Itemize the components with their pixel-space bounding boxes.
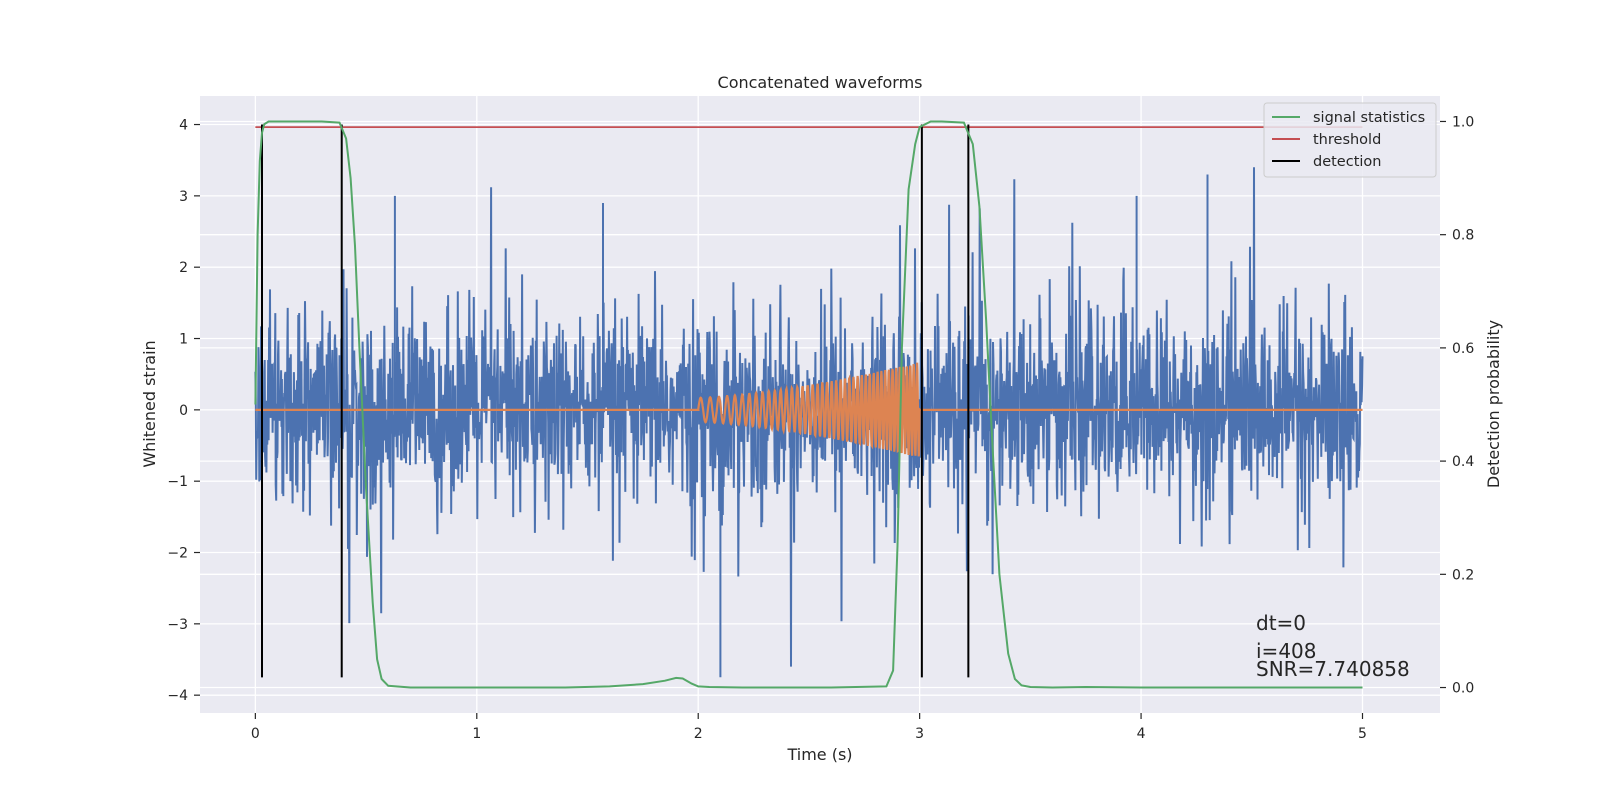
y-right-tick-label: 0.2 bbox=[1452, 567, 1474, 583]
y-right-tick-label: 0.6 bbox=[1452, 341, 1474, 357]
chart-title: Concatenated waveforms bbox=[718, 73, 923, 92]
y-axis-label: Whitened strain bbox=[140, 340, 159, 467]
template-series bbox=[255, 362, 1363, 457]
y-tick-label: 4 bbox=[179, 118, 188, 134]
x-tick-label: 5 bbox=[1358, 726, 1367, 742]
y-tick-label: −2 bbox=[167, 546, 188, 562]
x-tick-label: 4 bbox=[1137, 726, 1146, 742]
y-tick-label: 2 bbox=[179, 260, 188, 276]
x-tick-label: 0 bbox=[251, 726, 260, 742]
y-tick-label: −3 bbox=[167, 617, 188, 633]
annotation-snr: SNR=7.740858 bbox=[1256, 657, 1410, 681]
annotation-i: i=408 bbox=[1256, 639, 1317, 663]
y-axis-right: 0.0 0.2 0.4 0.6 0.8 1.0 bbox=[1440, 114, 1474, 697]
x-axis: 0 1 2 3 4 5 bbox=[251, 713, 1367, 742]
y-tick-label: 0 bbox=[179, 403, 188, 419]
strain-series bbox=[254, 167, 1364, 678]
y-right-tick-label: 0.0 bbox=[1452, 681, 1474, 697]
legend-label-detection: detection bbox=[1313, 154, 1381, 170]
y-right-tick-label: 1.0 bbox=[1452, 114, 1474, 130]
x-axis-label: Time (s) bbox=[786, 745, 852, 764]
y-right-tick-label: 0.8 bbox=[1452, 228, 1474, 244]
legend-box bbox=[1263, 102, 1437, 178]
y-tick-label: 1 bbox=[179, 332, 188, 348]
y-axis-left: −4 −3 −2 −1 0 1 2 3 4 bbox=[167, 118, 200, 704]
x-tick-label: 1 bbox=[472, 726, 481, 742]
legend: signal statistics threshold detection bbox=[1263, 102, 1437, 178]
y-tick-label: −4 bbox=[167, 688, 188, 704]
y-tick-label: 3 bbox=[179, 189, 188, 205]
y-axis-label-right: Detection probability bbox=[1484, 320, 1503, 488]
annotation-dt: dt=0 bbox=[1256, 611, 1306, 635]
x-tick-label: 3 bbox=[915, 726, 924, 742]
y-tick-label: −1 bbox=[167, 474, 188, 490]
legend-label-threshold: threshold bbox=[1313, 132, 1381, 148]
legend-label-signal-statistics: signal statistics bbox=[1313, 110, 1425, 126]
x-tick-label: 2 bbox=[694, 726, 703, 742]
signal-statistics-series bbox=[254, 120, 1363, 689]
y-right-tick-label: 0.4 bbox=[1452, 454, 1474, 470]
detection-lines bbox=[261, 124, 970, 678]
